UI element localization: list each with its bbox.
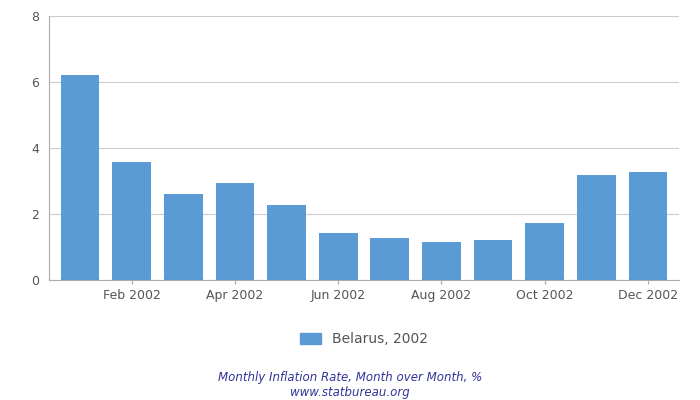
Text: Monthly Inflation Rate, Month over Month, %: Monthly Inflation Rate, Month over Month…	[218, 372, 482, 384]
Bar	[422, 242, 461, 280]
Bar	[474, 240, 512, 280]
Bar	[370, 238, 410, 280]
Bar	[112, 162, 151, 280]
Bar	[629, 172, 667, 280]
Bar	[267, 205, 306, 280]
Legend: Belarus, 2002: Belarus, 2002	[295, 326, 433, 352]
Bar	[216, 183, 254, 280]
Bar	[318, 233, 358, 280]
Bar	[577, 175, 616, 280]
Bar	[526, 223, 564, 280]
Bar	[61, 75, 99, 280]
Bar	[164, 194, 202, 280]
Text: www.statbureau.org: www.statbureau.org	[290, 386, 410, 399]
